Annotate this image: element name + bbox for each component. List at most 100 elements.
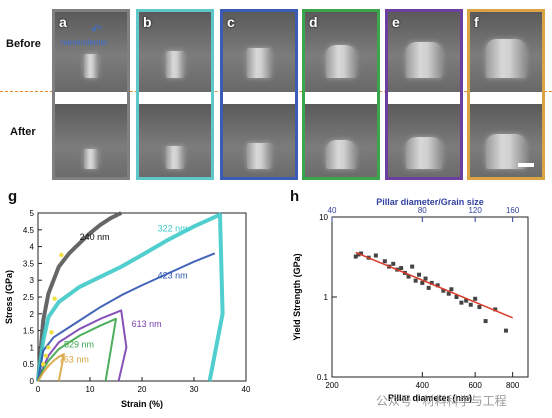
- y-tick-label: 1.5: [23, 327, 35, 336]
- row-label-before: Before: [6, 38, 41, 50]
- panel-label-b: b: [143, 14, 152, 30]
- y-tick-label: 1: [324, 293, 329, 302]
- data-point: [441, 288, 446, 293]
- data-point: [429, 280, 434, 285]
- sem-panel-d: d: [302, 9, 380, 180]
- data-point: [473, 296, 478, 301]
- yield-marker: [43, 353, 48, 358]
- sem-panel-b: b: [136, 9, 214, 180]
- y-tick-label: 3: [30, 276, 35, 285]
- series-label: 529 nm: [64, 339, 94, 349]
- data-point: [356, 252, 361, 257]
- sem-image-before: [223, 12, 295, 92]
- y-axis-label: Yield Strength (GPa): [292, 253, 302, 340]
- data-point: [382, 259, 387, 264]
- data-point: [410, 264, 415, 269]
- series-label: 613 nm: [132, 319, 162, 329]
- sem-image-before: [305, 12, 377, 92]
- y-axis-label: Stress (GPa): [4, 270, 14, 324]
- data-point: [423, 276, 428, 281]
- data-point: [459, 300, 464, 305]
- data-point: [468, 302, 473, 307]
- x-axis-label: Pillar diameter (nm): [388, 393, 472, 403]
- y-tick-label: 0.5: [23, 360, 35, 369]
- data-point: [417, 272, 422, 277]
- panel-label-c: c: [227, 14, 235, 30]
- series-line: [36, 211, 123, 382]
- data-point: [446, 291, 451, 296]
- data-point: [449, 287, 454, 292]
- y-tick-label: 1: [30, 343, 35, 352]
- y-tick-label: 0.1: [317, 373, 329, 382]
- data-point: [420, 280, 425, 285]
- panel-label-f: f: [474, 14, 479, 30]
- panel-label-a: a: [59, 14, 67, 30]
- data-point: [493, 307, 498, 312]
- pillar: [326, 45, 356, 78]
- row-label-after: After: [10, 126, 36, 138]
- nanoindenter-annotation: nanoindenter: [61, 38, 108, 47]
- panel-label-g: g: [8, 188, 18, 205]
- top-x-tick-label: 120: [468, 206, 482, 215]
- data-point: [435, 283, 440, 288]
- x-tick-label: 40: [242, 385, 251, 394]
- sem-panel-c: c: [220, 9, 298, 180]
- watermark: 公众号 · 材料科学与工程: [376, 394, 507, 408]
- sem-image-before: [388, 12, 460, 92]
- data-point: [477, 304, 482, 309]
- pillar: [406, 137, 442, 169]
- series-line: [37, 252, 216, 382]
- y-tick-label: 5: [30, 209, 35, 218]
- sem-image-after: [139, 104, 211, 177]
- sem-panel-f: f: [467, 9, 545, 180]
- data-point: [373, 253, 378, 258]
- y-tick-label: 4: [30, 243, 35, 252]
- plot-frame: [331, 216, 529, 378]
- yield-marker: [52, 296, 57, 301]
- series-label: 240 nm: [80, 232, 110, 242]
- sem-image-after: [305, 104, 377, 177]
- pillar: [486, 39, 526, 78]
- data-point: [483, 319, 488, 324]
- series-line: [37, 317, 117, 382]
- data-point: [406, 274, 411, 279]
- yield-marker: [59, 252, 64, 258]
- data-point: [391, 261, 396, 266]
- pillar: [166, 51, 184, 78]
- data-point: [426, 285, 431, 290]
- x-tick-label: 20: [138, 385, 147, 394]
- x-tick-label: 600: [468, 381, 482, 390]
- data-point: [413, 278, 418, 283]
- scale-bar: [518, 163, 534, 167]
- y-tick-label: 3.5: [23, 259, 35, 268]
- data-point: [454, 295, 459, 299]
- series-line: [36, 212, 225, 382]
- x-tick-label: 200: [325, 381, 339, 390]
- top-x-tick-label: 80: [418, 206, 427, 215]
- pillar: [247, 48, 271, 78]
- pillar: [326, 140, 356, 169]
- sem-image-before: [55, 12, 127, 92]
- sem-image-after: [388, 104, 460, 177]
- series-label: 322 nm: [158, 223, 188, 233]
- yield-strength-chart: 0.1 1 10 200 400 600 800 40 80 120 160 Pillar diame…: [292, 197, 529, 403]
- sem-image-before: [139, 12, 211, 92]
- x-tick-label: 30: [190, 385, 199, 394]
- pillar: [406, 42, 442, 78]
- x-tick-label: 800: [506, 381, 520, 390]
- sem-panel-a: a nanoindenter ↶: [52, 9, 130, 180]
- series-label: 423 nm: [158, 271, 188, 281]
- top-x-tick-label: 40: [328, 206, 337, 215]
- x-tick-label: 0: [36, 385, 41, 394]
- panel-label-e: e: [392, 14, 400, 30]
- y-tick-label: 2: [30, 310, 35, 319]
- data-point: [353, 254, 358, 259]
- y-tick-label: 4.5: [23, 226, 35, 235]
- pillar: [166, 146, 184, 169]
- data-point: [503, 328, 508, 333]
- x-axis-label: Strain (%): [121, 399, 163, 409]
- y-tick-label: 2.5: [23, 293, 35, 302]
- panel-label-d: d: [309, 14, 318, 30]
- pillar: [84, 54, 98, 78]
- yield-marker: [46, 345, 51, 350]
